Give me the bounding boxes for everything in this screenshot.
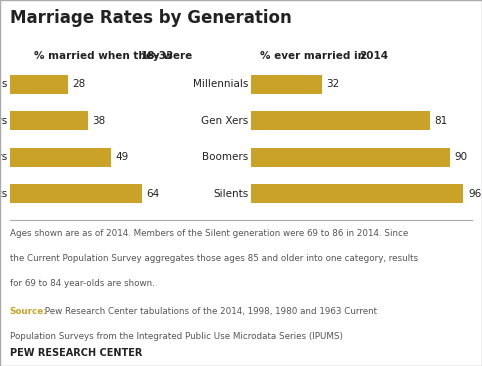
Text: % ever married in: % ever married in bbox=[260, 51, 369, 60]
Text: Gen Xers: Gen Xers bbox=[0, 116, 8, 126]
Text: Millennials: Millennials bbox=[193, 79, 248, 89]
Text: the Current Population Survey aggregates those ages 85 and older into one catego: the Current Population Survey aggregates… bbox=[10, 254, 418, 263]
Text: Boomers: Boomers bbox=[0, 152, 8, 163]
Text: PEW RESEARCH CENTER: PEW RESEARCH CENTER bbox=[10, 348, 142, 358]
Bar bbox=[251, 148, 450, 167]
Text: Millennials: Millennials bbox=[0, 79, 8, 89]
Text: 18-33: 18-33 bbox=[141, 51, 174, 60]
Bar bbox=[251, 184, 464, 203]
Bar bbox=[10, 75, 67, 94]
Text: 49: 49 bbox=[115, 152, 129, 163]
Text: Population Surveys from the Integrated Public Use Microdata Series (IPUMS): Population Surveys from the Integrated P… bbox=[10, 332, 343, 341]
Bar bbox=[10, 184, 142, 203]
Text: Ages shown are as of 2014. Members of the Silent generation were 69 to 86 in 201: Ages shown are as of 2014. Members of th… bbox=[10, 229, 408, 238]
Bar bbox=[251, 75, 321, 94]
Text: 28: 28 bbox=[72, 79, 85, 89]
Text: Silents: Silents bbox=[213, 189, 248, 199]
Text: 81: 81 bbox=[435, 116, 448, 126]
Text: Source:: Source: bbox=[10, 307, 47, 316]
Text: 2014: 2014 bbox=[359, 51, 388, 60]
Text: Marriage Rates by Generation: Marriage Rates by Generation bbox=[10, 9, 292, 27]
Text: Pew Research Center tabulations of the 2014, 1998, 1980 and 1963 Current: Pew Research Center tabulations of the 2… bbox=[42, 307, 377, 316]
Text: Silents: Silents bbox=[0, 189, 8, 199]
Text: 96: 96 bbox=[468, 189, 481, 199]
Text: % married when they were: % married when they were bbox=[34, 51, 196, 60]
Text: 90: 90 bbox=[455, 152, 468, 163]
Text: 38: 38 bbox=[93, 116, 106, 126]
Text: Gen Xers: Gen Xers bbox=[201, 116, 248, 126]
Text: Boomers: Boomers bbox=[202, 152, 248, 163]
Bar bbox=[10, 111, 88, 130]
Bar bbox=[10, 148, 111, 167]
Text: 64: 64 bbox=[147, 189, 160, 199]
Text: 32: 32 bbox=[326, 79, 339, 89]
Bar bbox=[251, 111, 430, 130]
Text: for 69 to 84 year-olds are shown.: for 69 to 84 year-olds are shown. bbox=[10, 279, 154, 288]
